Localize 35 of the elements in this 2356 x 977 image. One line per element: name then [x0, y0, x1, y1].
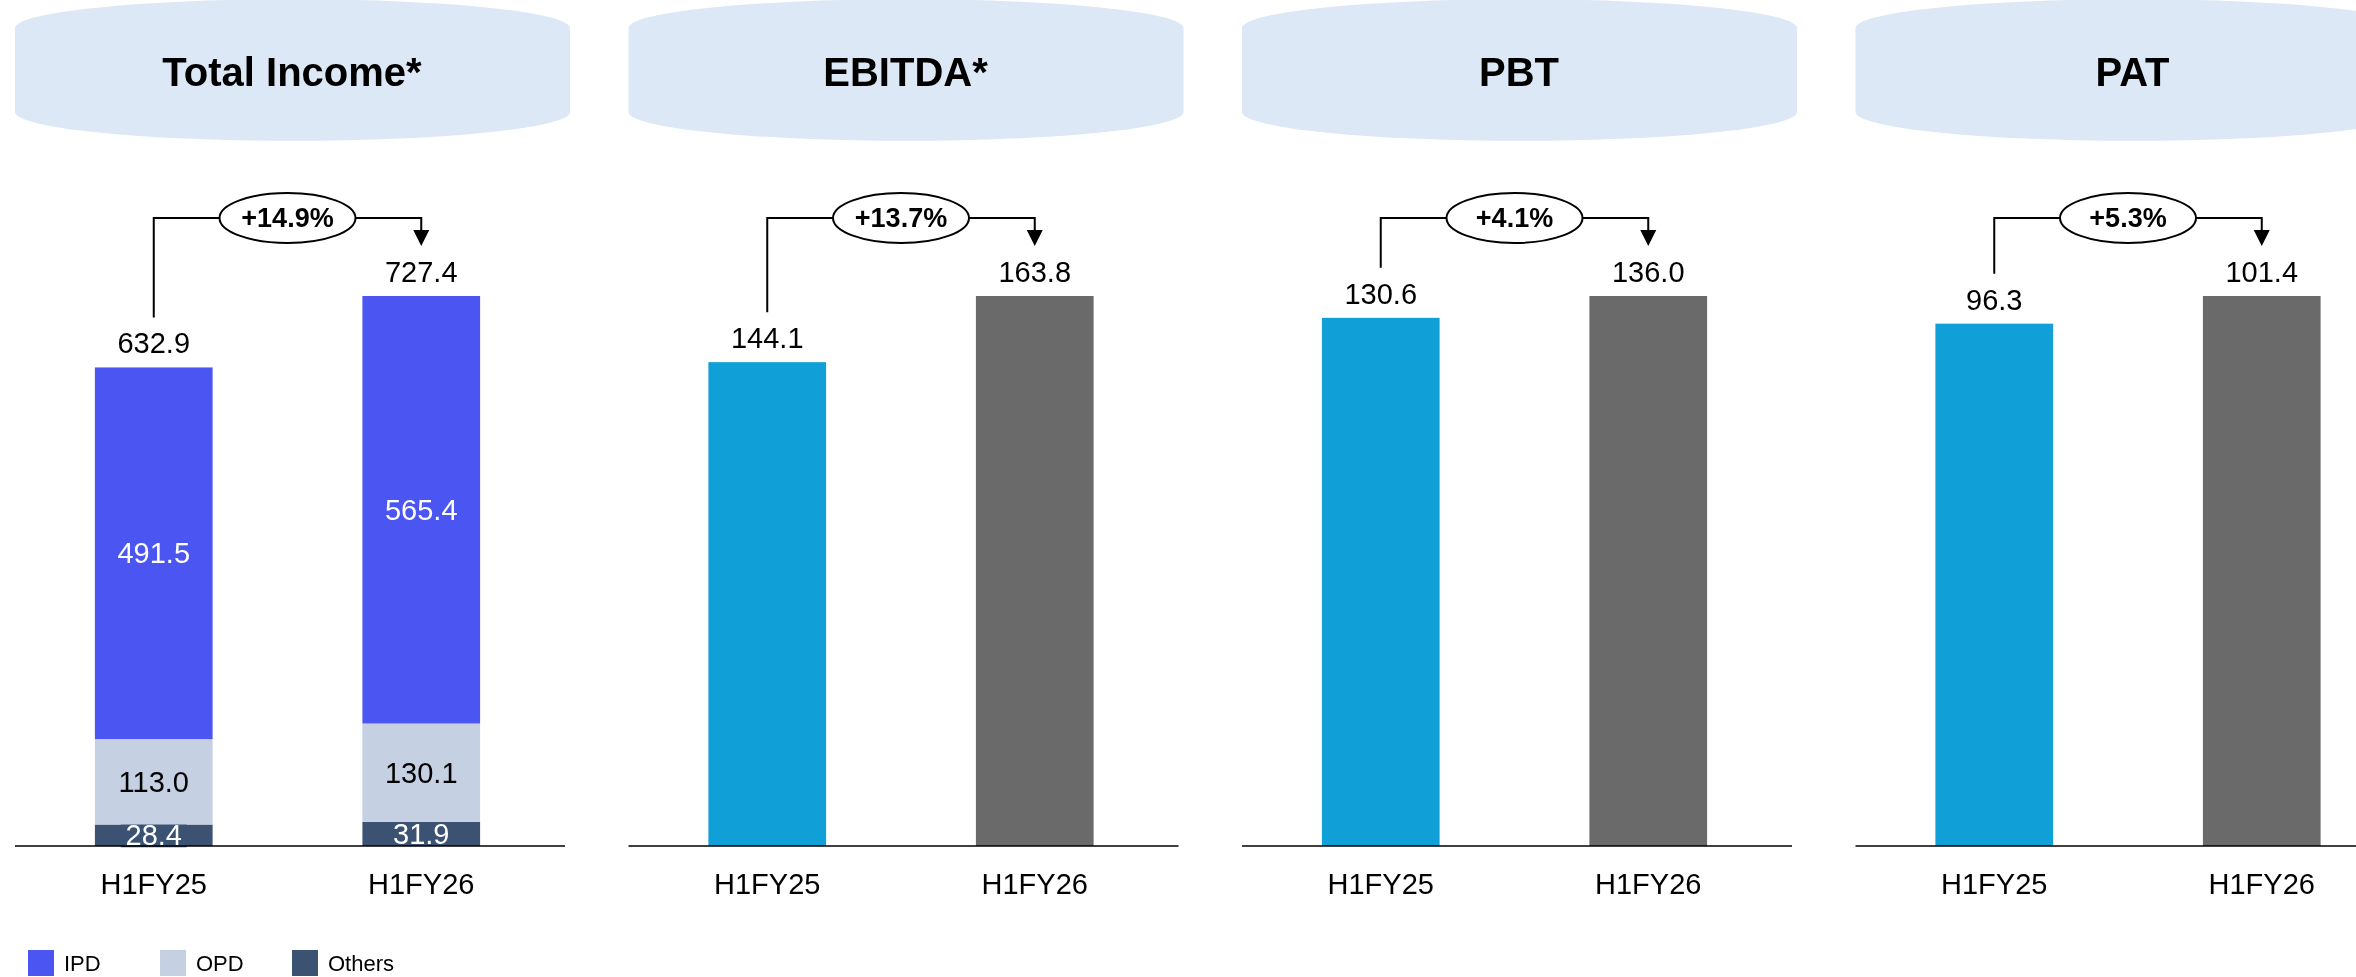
data-label: 96.3 — [1966, 283, 2023, 316]
x-tick-label: H1FY26 — [368, 868, 475, 901]
data-label: 101.4 — [2225, 256, 2299, 288]
data-label: 28.4 — [125, 819, 182, 852]
bar — [94, 367, 213, 740]
text: +4.1% — [1475, 203, 1554, 234]
chart-title: Total Income* — [162, 50, 423, 94]
legend-label: Others — [328, 950, 395, 976]
data-label: 113.0 — [118, 765, 189, 798]
x-tick-label: H1FY25 — [1941, 868, 2048, 901]
chart-title: PAT — [2095, 50, 2170, 94]
x-tick-label: H1FY26 — [981, 868, 1088, 901]
data-label: 163.8 — [998, 256, 1072, 288]
x-tick-label: H1FY25 — [714, 868, 821, 901]
x-tick-label: H1FY26 — [2208, 868, 2315, 901]
total-label: 632.9 — [117, 327, 191, 360]
chart-title: EBITDA* — [823, 50, 989, 94]
data-label: 144.1 — [730, 322, 804, 355]
x-tick-label: H1FY26 — [1595, 868, 1702, 901]
x-tick-label: H1FY25 — [1327, 868, 1434, 901]
bar — [362, 296, 481, 724]
text: +5.3% — [2089, 203, 2167, 234]
data-label: 565.4 — [384, 493, 458, 526]
x-tick-label: H1FY25 — [100, 868, 207, 901]
total-label: 727.4 — [384, 256, 458, 288]
data-label: 136.0 — [1611, 256, 1685, 288]
data-label: 130.1 — [384, 756, 458, 789]
text: +14.9% — [241, 203, 334, 234]
chart-title: PBT — [1479, 50, 1559, 94]
data-label: 491.5 — [117, 537, 191, 570]
text: +13.7% — [854, 203, 948, 234]
data-label: 31.9 — [393, 818, 450, 851]
legend-label: IPD — [64, 950, 101, 976]
legend-label: OPD — [196, 950, 244, 976]
data-label: 130.6 — [1344, 277, 1418, 310]
